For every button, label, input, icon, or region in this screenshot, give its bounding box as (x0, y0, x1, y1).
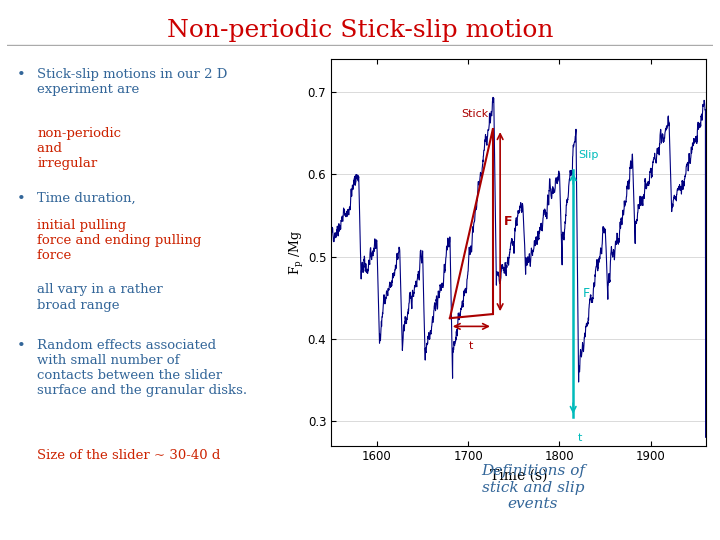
Text: •: • (17, 192, 25, 206)
Text: initial pulling
force and ending pulling
force: initial pulling force and ending pulling… (37, 219, 202, 262)
Y-axis label: $\mathregular{F_p}$ /Mg: $\mathregular{F_p}$ /Mg (288, 230, 306, 275)
Text: Definitions of
stick and slip
events: Definitions of stick and slip events (481, 464, 585, 511)
Text: t: t (469, 341, 474, 351)
Text: Size of the slider ~ 30-40 d: Size of the slider ~ 30-40 d (37, 449, 221, 462)
Text: Non-periodic Stick-slip motion: Non-periodic Stick-slip motion (167, 19, 553, 42)
Text: F: F (504, 215, 513, 228)
Text: irregular: irregular (37, 157, 98, 170)
Text: Slip: Slip (577, 151, 598, 160)
Text: all vary in a rather
broad range: all vary in a rather broad range (37, 284, 163, 312)
Text: Stick: Stick (461, 110, 488, 119)
Text: Random effects associated
with small number of
contacts between the slider
surfa: Random effects associated with small num… (37, 339, 248, 396)
Text: •: • (17, 339, 25, 353)
Text: non-periodic
and: non-periodic and (37, 127, 122, 156)
Text: •: • (17, 68, 25, 82)
Text: t: t (577, 433, 582, 443)
Text: F: F (582, 287, 590, 300)
X-axis label: Time (s): Time (s) (490, 469, 547, 483)
Text: Stick-slip motions in our 2 D
experiment are: Stick-slip motions in our 2 D experiment… (37, 68, 228, 96)
Text: Time duration,: Time duration, (37, 192, 140, 205)
